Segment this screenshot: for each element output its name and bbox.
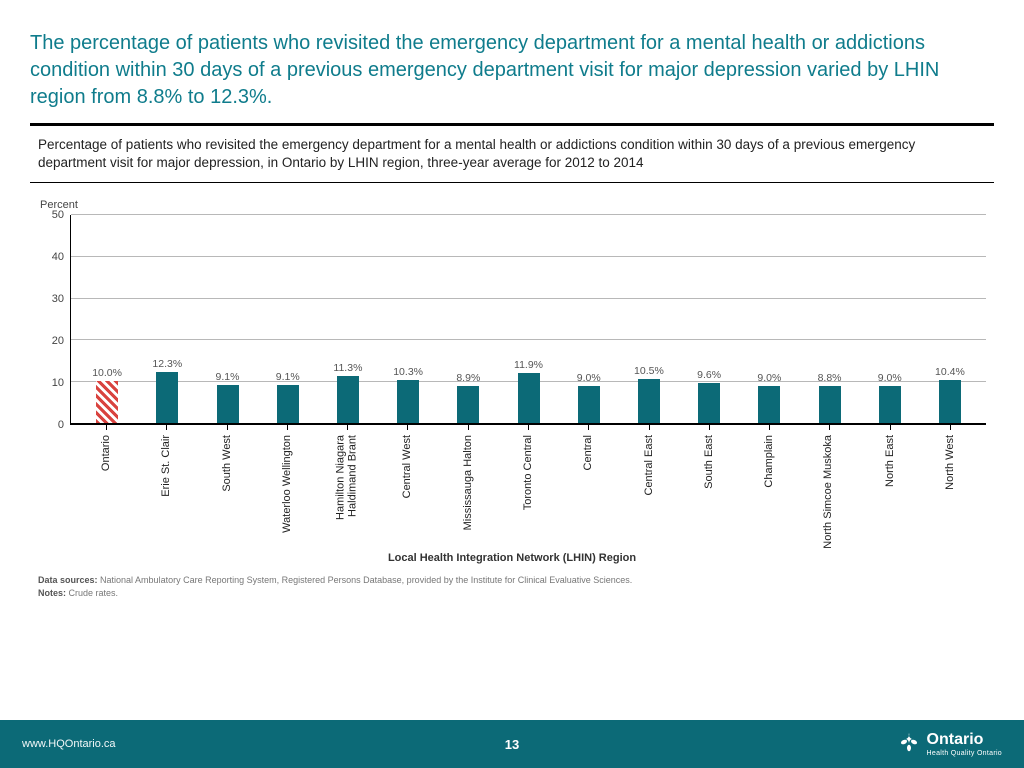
- bar: [96, 381, 118, 423]
- slide-title: The percentage of patients who revisited…: [0, 0, 1024, 123]
- logo-main-text: Ontario: [927, 732, 1002, 748]
- x-tick-label: Champlain: [763, 435, 775, 488]
- bar-column: 10.5%: [619, 215, 679, 423]
- x-tick-label: Central: [582, 435, 594, 470]
- bar: [698, 383, 720, 423]
- x-tick-label: Toronto Central: [522, 435, 534, 510]
- bar: [217, 385, 239, 423]
- bar: [819, 386, 841, 423]
- bar: [277, 385, 299, 423]
- bar: [939, 380, 961, 424]
- x-tick-label: Central West: [401, 435, 413, 498]
- bars-container: 10.0% 12.3% 9.1% 9.1% 11.3% 10.3% 8.9% 11.9% 9.0…: [71, 215, 986, 423]
- bar: [156, 372, 178, 424]
- y-axis-ticks: 50403020100: [38, 215, 70, 425]
- chart-area: Percent 50403020100 10.0% 12.3% 9.1% 9.1% 11…: [30, 183, 994, 564]
- bar-column: 10.3%: [378, 215, 438, 423]
- bar-column: 9.0%: [559, 215, 619, 423]
- sources-label: Data sources:: [38, 575, 98, 585]
- notes-label: Notes:: [38, 588, 66, 598]
- bar: [879, 386, 901, 424]
- trillium-icon: [897, 730, 921, 758]
- x-axis: Ontario Erie St. Clair South West Waterloo …: [70, 425, 986, 550]
- bar-column: 9.1%: [197, 215, 257, 423]
- sources-text: National Ambulatory Care Reporting Syste…: [98, 575, 633, 585]
- bar-column: 8.8%: [799, 215, 859, 423]
- bar-value-label: 10.3%: [393, 366, 423, 378]
- plot: 50403020100 10.0% 12.3% 9.1% 9.1% 11.3% 10.3%…: [38, 215, 986, 425]
- x-tick-label: Mississauga Halton: [462, 435, 474, 530]
- bar-value-label: 10.0%: [92, 367, 122, 379]
- y-axis-label: Percent: [40, 199, 986, 211]
- footer-bar: www.HQOntario.ca 13 Ontario Health Quali…: [0, 720, 1024, 768]
- bar-column: 9.6%: [679, 215, 739, 423]
- bar-value-label: 11.9%: [514, 359, 543, 371]
- bar-value-label: 8.8%: [818, 372, 842, 384]
- page-number: 13: [505, 737, 519, 752]
- bar-column: 11.3%: [318, 215, 378, 423]
- ontario-logo: Ontario Health Quality Ontario: [897, 730, 1002, 758]
- bar-column: 9.0%: [860, 215, 920, 423]
- x-tick-label: North West: [944, 435, 956, 490]
- bar: [457, 386, 479, 423]
- bar-value-label: 11.3%: [333, 362, 362, 374]
- chart-panel: Percentage of patients who revisited the…: [30, 123, 994, 564]
- notes-text: Crude rates.: [66, 588, 118, 598]
- bar-value-label: 9.1%: [216, 371, 240, 383]
- x-tick-label: South West: [221, 435, 233, 492]
- plot-body: 10.0% 12.3% 9.1% 9.1% 11.3% 10.3% 8.9% 11.9% 9.0…: [70, 215, 986, 425]
- bar: [758, 386, 780, 424]
- chart-caption: Percentage of patients who revisited the…: [30, 132, 994, 178]
- x-tick-label: North East: [884, 435, 896, 487]
- bar: [638, 379, 660, 423]
- bar-column: 9.1%: [258, 215, 318, 423]
- bar-value-label: 9.0%: [577, 372, 601, 384]
- x-tick-label: North Simcoe Muskoka: [824, 435, 836, 555]
- footer-url: www.HQOntario.ca: [22, 738, 116, 750]
- bar-value-label: 9.1%: [276, 371, 300, 383]
- x-tick-label: Ontario: [100, 435, 112, 471]
- data-sources: Data sources: National Ambulatory Care R…: [38, 574, 986, 599]
- bar-column: 10.0%: [77, 215, 137, 423]
- bar-column: 10.4%: [920, 215, 980, 423]
- bar-column: 12.3%: [137, 215, 197, 423]
- bar: [578, 386, 600, 424]
- x-tick-label: Erie St. Clair: [160, 435, 172, 497]
- bar-value-label: 8.9%: [456, 372, 480, 384]
- bar-value-label: 9.6%: [697, 369, 721, 381]
- bar-value-label: 9.0%: [757, 372, 781, 384]
- bar: [337, 376, 359, 423]
- logo-sub-text: Health Quality Ontario: [927, 750, 1002, 757]
- x-tick-label: Waterloo Wellington: [281, 435, 293, 533]
- bar-value-label: 10.4%: [935, 366, 965, 378]
- bar-value-label: 12.3%: [152, 358, 182, 370]
- bar: [518, 373, 540, 423]
- x-axis-title: Local Health Integration Network (LHIN) …: [38, 552, 986, 564]
- bar: [397, 380, 419, 423]
- bar-column: 9.0%: [739, 215, 799, 423]
- x-tick-label: Hamilton Niagara Haldimand Brant: [336, 435, 359, 555]
- bar-column: 8.9%: [438, 215, 498, 423]
- x-tick-label: South East: [703, 435, 715, 489]
- x-tick-label: Central East: [643, 435, 655, 496]
- rule-top: [30, 123, 994, 126]
- bar-value-label: 9.0%: [878, 372, 902, 384]
- bar-value-label: 10.5%: [634, 365, 664, 377]
- bar-column: 11.9%: [498, 215, 558, 423]
